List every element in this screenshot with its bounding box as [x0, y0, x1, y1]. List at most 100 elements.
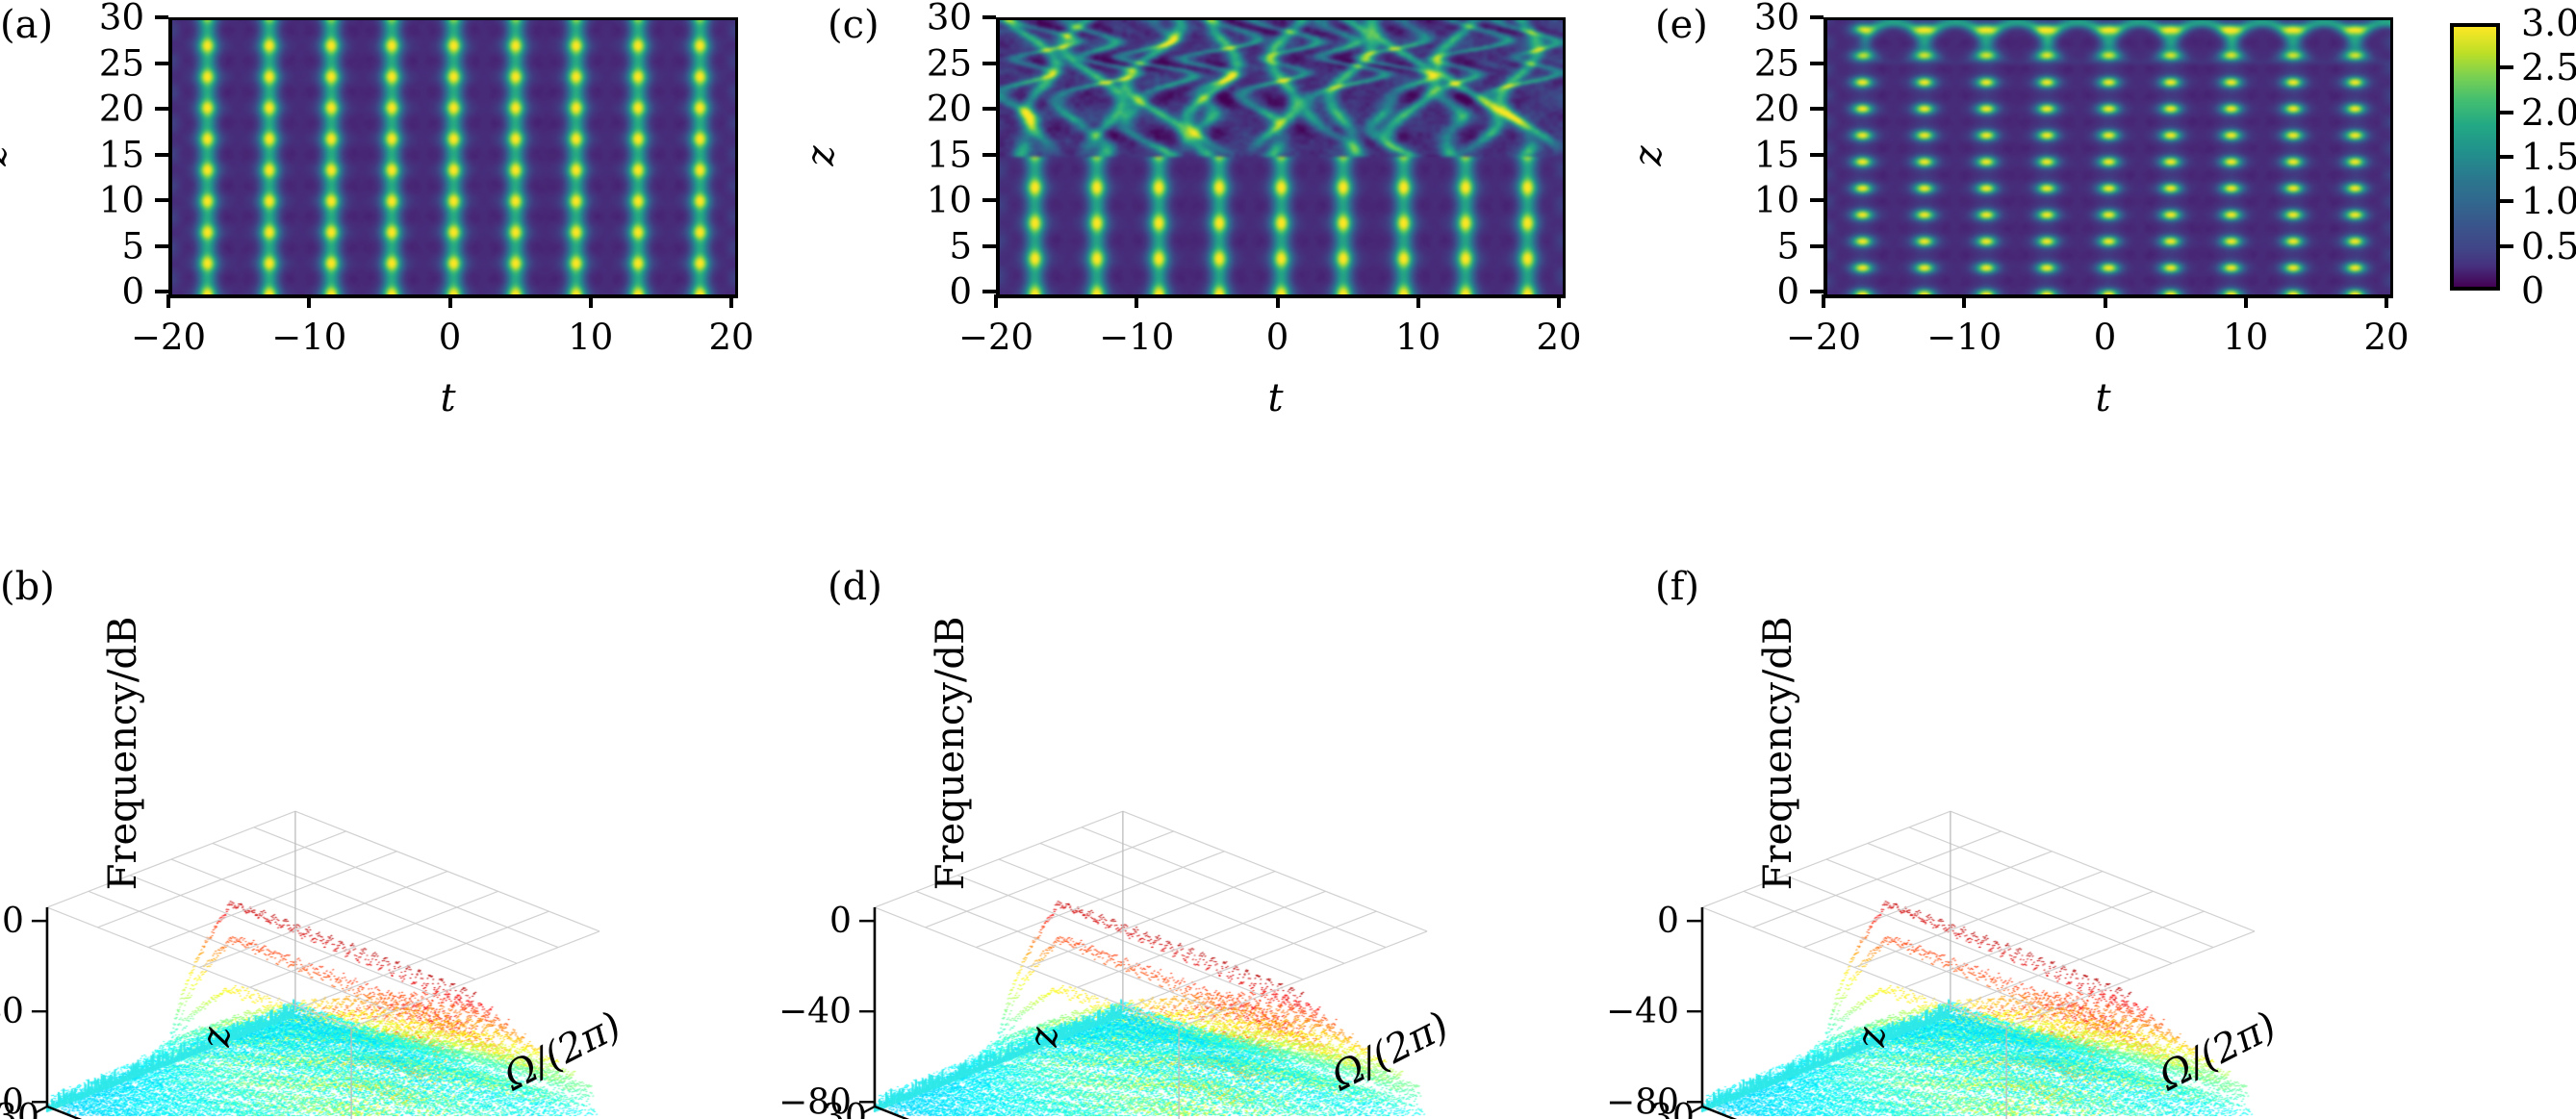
axis-line [148, 851, 397, 949]
panel-label-c: (c) [828, 3, 880, 47]
panel-label-e: (e) [1655, 3, 1708, 47]
xaxis3d-label-b: z [194, 1027, 239, 1048]
tick-label: −80 [778, 1082, 852, 1119]
tick-label: 25 [46, 1118, 90, 1119]
axis-line [1026, 871, 1276, 968]
xtick-label: 10 [1395, 317, 1441, 358]
zaxis-label-d: Frequency/dB [929, 616, 973, 891]
xtick-mark [2385, 294, 2388, 308]
xtick-label: −10 [1099, 317, 1175, 358]
tick-label: 0 [829, 902, 852, 941]
colorbar-tick-mark [2498, 243, 2513, 248]
axis-line [1701, 810, 1951, 908]
tick-label: 0 [1657, 902, 1679, 941]
xtick-label: 10 [2223, 317, 2269, 358]
ytick-mark [1810, 198, 1824, 202]
xtick-mark [307, 294, 312, 308]
heatmap-axes-e [1824, 17, 2393, 298]
tick-label: −80 [1606, 1082, 1679, 1119]
ytick-label: 25 [926, 42, 972, 84]
axis-line [1701, 1105, 1738, 1119]
axis-line [46, 810, 296, 908]
xtick-label: −20 [957, 317, 1034, 358]
axis-line [1689, 1106, 1703, 1114]
colorbar-tick-label: 0 [2521, 269, 2545, 312]
ytick-mark [155, 290, 168, 293]
ytick-mark [155, 198, 168, 202]
axis-line [1853, 871, 2104, 968]
xaxis-label-a: t [440, 376, 456, 420]
tick-label: −40 [778, 992, 852, 1031]
axis-line [1701, 906, 2007, 1029]
colorbar-tick-label: 0.5 [2521, 224, 2576, 267]
ytick-mark [1810, 61, 1824, 65]
ytick-label: 20 [1753, 88, 1799, 130]
ytick-label: 10 [98, 179, 144, 221]
xtick-label: 0 [2093, 317, 2117, 358]
ytick-mark [1810, 107, 1824, 111]
colorbar-tick-label: 1.5 [2521, 136, 2576, 178]
xtick-mark [1135, 294, 1139, 308]
axis-line [46, 1105, 83, 1119]
axis-line [1128, 910, 1377, 1008]
ytick-label: 25 [98, 42, 144, 84]
ytick-label: 10 [926, 179, 972, 221]
ytick-label: 15 [926, 134, 972, 175]
ytick-mark [1810, 15, 1824, 19]
zaxis-label-b: Frequency/dB [101, 616, 145, 891]
colorbar-tick-mark [2498, 199, 2513, 204]
axis-line [300, 910, 549, 1008]
ytick-mark [982, 152, 996, 157]
heatmap-image-e [1827, 20, 2390, 294]
ytick-label: 25 [1753, 42, 1799, 84]
xtick-label: 10 [568, 317, 614, 358]
axis-line [874, 1105, 910, 1119]
heatmap-axes-c [996, 17, 1566, 298]
ytick-label: 30 [926, 0, 972, 38]
surface3d-mesh-d [789, 577, 1559, 1116]
axis-line [874, 810, 1124, 908]
xtick-mark [447, 294, 452, 308]
surface3d-mesh-f [1617, 577, 2386, 1116]
xtick-label: 20 [1536, 317, 1582, 358]
axis-line [249, 890, 498, 988]
axis-line [1077, 890, 1326, 988]
colorbar-tick-mark [2498, 110, 2513, 114]
tick-label: −40 [0, 992, 24, 1031]
xtick-label: 20 [2363, 317, 2410, 358]
axis-line [976, 851, 1225, 949]
xtick-label: −20 [130, 317, 207, 358]
axis-line [1904, 890, 2154, 988]
axis-line [34, 1106, 48, 1114]
tick-label: 25 [1701, 1118, 1746, 1119]
xtick-label: −10 [271, 317, 347, 358]
xtick-mark [588, 294, 593, 308]
tick-label: 25 [874, 1118, 918, 1119]
xtick-mark [2243, 294, 2248, 308]
ytick-mark [982, 243, 996, 248]
tick-label: 30 [823, 1098, 867, 1119]
ytick-label: 0 [121, 270, 144, 313]
ytick-mark [155, 243, 168, 248]
tick-label: 30 [1650, 1098, 1695, 1119]
xtick-label: −20 [1785, 317, 1862, 358]
xaxis3d-label-d: z [1022, 1027, 1066, 1048]
colorbar-tick-label: 2.0 [2521, 90, 2576, 134]
ytick-mark [982, 107, 996, 111]
heatmap-image-c [1000, 20, 1563, 294]
xtick-mark [1557, 294, 1561, 308]
ytick-mark [982, 15, 996, 19]
axis-line [1752, 830, 2002, 928]
axis-line [97, 830, 346, 928]
xtick-mark [994, 294, 998, 308]
xtick-mark [729, 294, 733, 308]
ytick-label: 0 [1776, 270, 1799, 313]
ytick-mark [155, 152, 168, 157]
heatmap-image-a [172, 20, 735, 294]
